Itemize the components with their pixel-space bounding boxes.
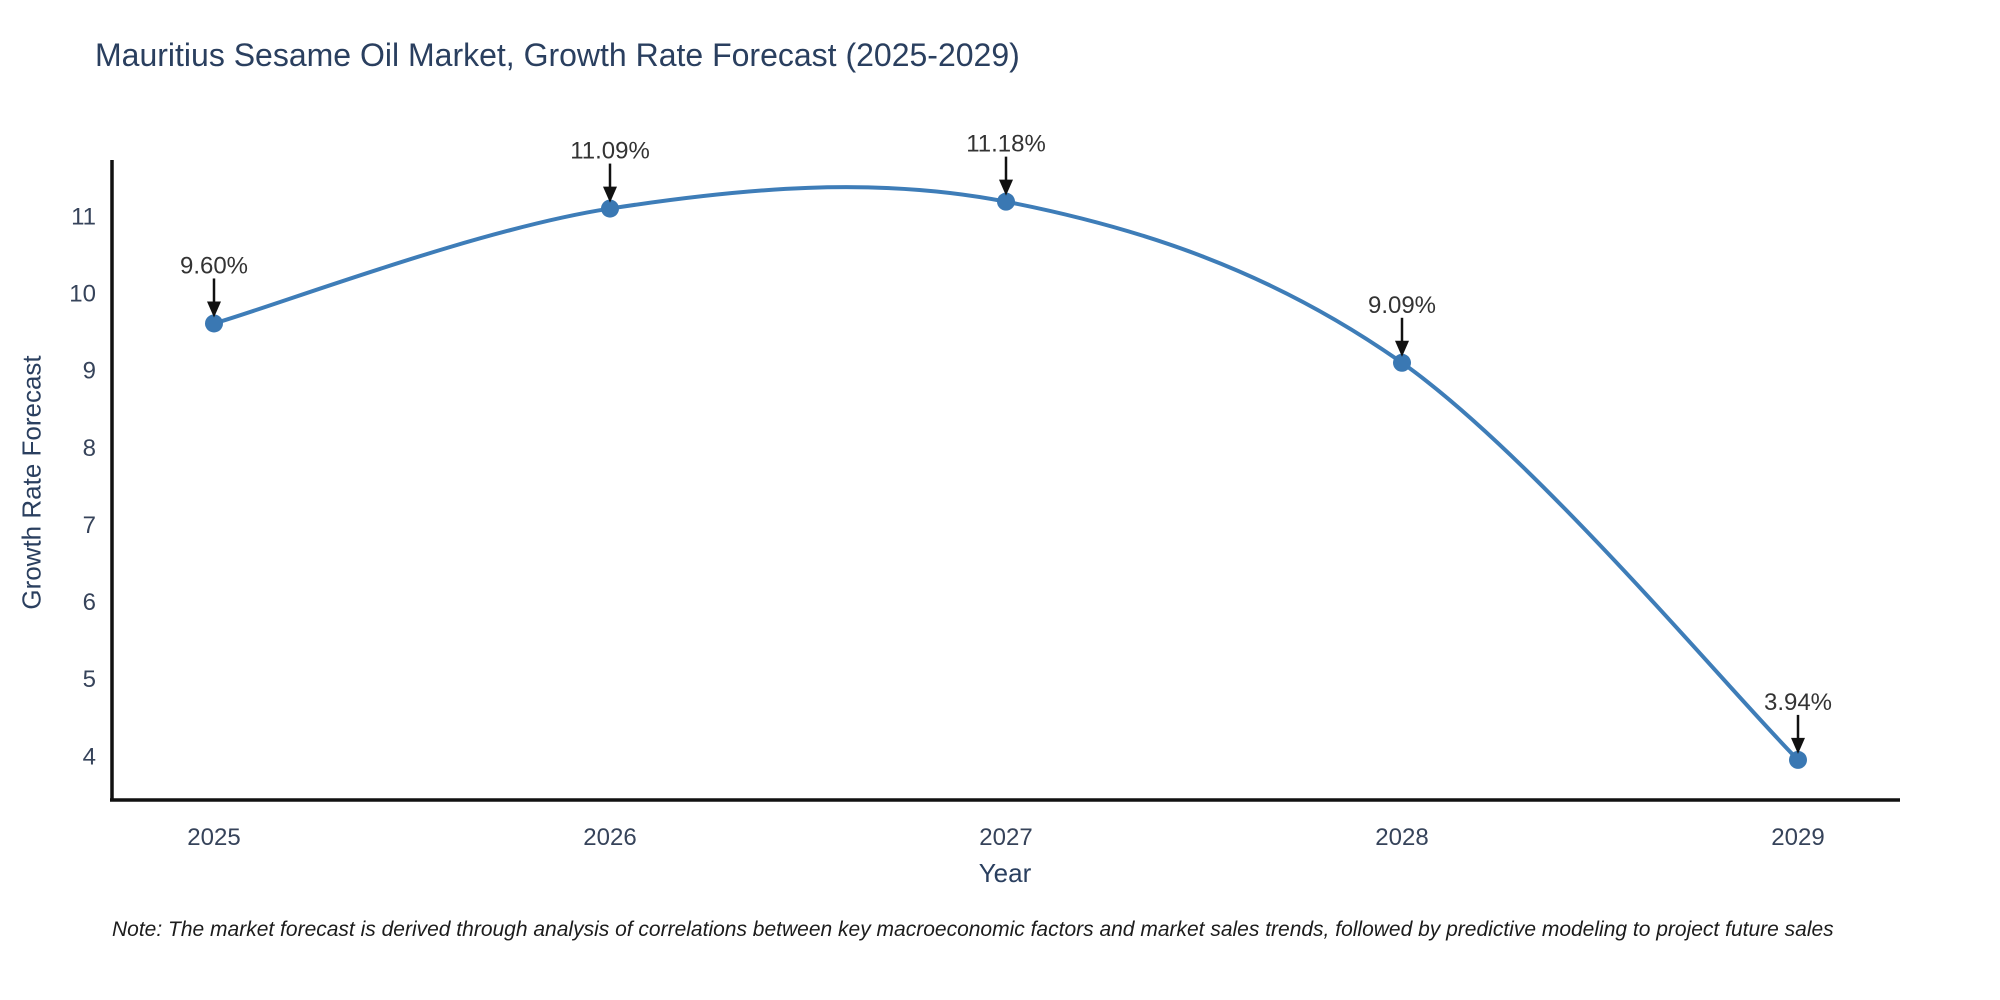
data-point-marker[interactable] <box>601 199 619 218</box>
x-tick-label: 2029 <box>1771 824 1824 851</box>
x-tick-label: 2027 <box>979 824 1032 851</box>
x-tick-label: 2025 <box>187 824 240 851</box>
annotation-arrowhead-icon <box>603 186 617 203</box>
annotation-arrowhead-icon <box>999 179 1013 196</box>
annotation-value-label: 9.60% <box>180 252 248 279</box>
y-tick-label: 8 <box>83 435 96 462</box>
x-tick-label: 2028 <box>1375 824 1428 851</box>
y-tick-label: 4 <box>83 743 96 770</box>
data-point-marker[interactable] <box>1393 353 1411 372</box>
annotation-value-label: 9.09% <box>1368 292 1436 319</box>
data-point-marker[interactable] <box>205 314 223 333</box>
x-axis-title: Year <box>978 858 1032 888</box>
y-tick-label: 9 <box>83 358 96 385</box>
y-tick-label: 10 <box>69 281 96 308</box>
chart-title: Mauritius Sesame Oil Market, Growth Rate… <box>95 37 1020 73</box>
y-tick-label: 5 <box>83 666 96 693</box>
y-tick-label: 7 <box>83 512 96 539</box>
annotation-value-label: 3.94% <box>1764 689 1832 716</box>
annotation-arrowhead-icon <box>1791 737 1805 754</box>
x-tick-label: 2026 <box>583 824 636 851</box>
data-point-marker[interactable] <box>1789 750 1807 769</box>
data-point-marker[interactable] <box>997 192 1015 211</box>
chart-footnote: Note: The market forecast is derived thr… <box>112 918 1834 941</box>
annotation-value-label: 11.18% <box>966 131 1046 158</box>
forecast-line <box>213 185 1800 762</box>
annotation-value-label: 11.09% <box>570 138 650 165</box>
y-tick-label: 6 <box>83 589 96 616</box>
y-tick-label: 11 <box>71 204 96 231</box>
annotation-arrowhead-icon <box>1395 340 1409 357</box>
annotation-arrowhead-icon <box>207 301 221 318</box>
